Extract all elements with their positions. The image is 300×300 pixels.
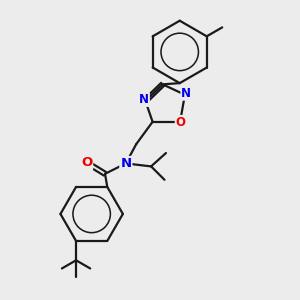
Text: N: N <box>120 157 131 170</box>
Text: N: N <box>139 93 149 106</box>
Text: N: N <box>182 87 191 100</box>
Text: O: O <box>176 116 186 129</box>
Text: O: O <box>81 156 92 169</box>
